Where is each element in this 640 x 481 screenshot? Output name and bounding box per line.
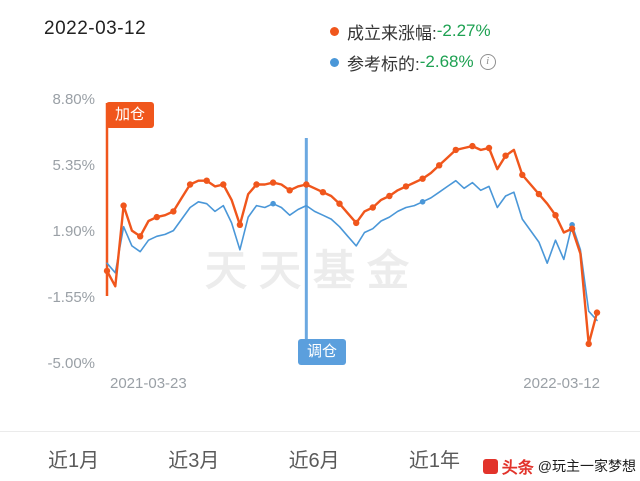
legend-dot-benchmark-icon	[330, 57, 339, 67]
tab-6-month[interactable]: 近6月	[288, 450, 340, 472]
annotation-adjust-position[interactable]: 调仓	[298, 339, 347, 365]
app-watermark: 天天基金	[205, 247, 422, 294]
tab-3-month[interactable]: 近3月	[168, 450, 220, 472]
chart-date: 2022-03-12	[44, 18, 147, 39]
legend-value-benchmark: -2.68%	[419, 52, 474, 71]
y-axis-tick: -1.55%	[47, 289, 95, 306]
x-axis-label-end: 2022-03-12	[523, 375, 600, 392]
toutiao-icon	[482, 458, 498, 474]
footer-handle: @玩主一家梦想	[537, 458, 636, 474]
tab-1-year[interactable]: 近1年	[408, 450, 460, 472]
y-axis-tick: 8.80%	[52, 91, 95, 108]
legend-value-fund: -2.27%	[436, 21, 491, 40]
chart-legend: 成立来涨幅: -2.27% 参考标的: -2.68% i	[330, 18, 496, 80]
y-axis-tick: -5.00%	[47, 355, 95, 372]
tab-1-month[interactable]: 近1月	[48, 450, 100, 472]
legend-item-fund[interactable]: 成立来涨幅: -2.27%	[330, 18, 496, 44]
info-icon[interactable]: i	[479, 54, 496, 70]
x-axis-label-start: 2021-03-23	[110, 375, 187, 392]
period-tabs: 近1月 近3月 近6月 近1年	[48, 444, 460, 473]
legend-item-benchmark[interactable]: 参考标的: -2.68% i	[330, 49, 496, 75]
divider	[0, 431, 640, 432]
y-axis-tick: 1.90%	[52, 223, 95, 240]
legend-label-fund: 成立来涨幅:	[347, 23, 437, 43]
y-axis-tick: 5.35%	[52, 157, 95, 174]
legend-dot-fund-icon	[330, 26, 339, 36]
footer-watermark: 头条 @玩主一家梦想	[482, 454, 636, 478]
legend-label-benchmark: 参考标的:	[347, 54, 420, 74]
annotation-add-position[interactable]: 加仓	[106, 102, 155, 128]
footer-brand: 头条	[501, 460, 534, 477]
